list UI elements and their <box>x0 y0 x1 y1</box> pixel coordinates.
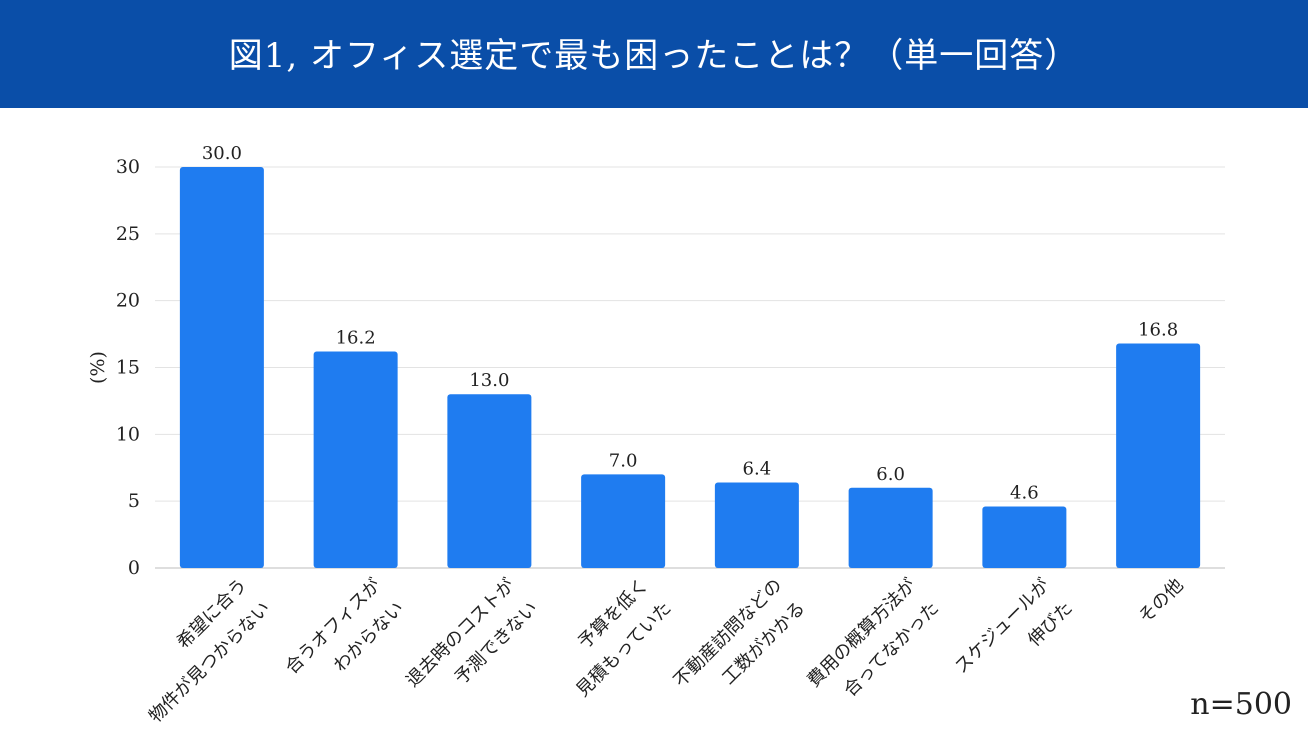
x-tick-label-line: その他 <box>1135 575 1188 628</box>
data-label: 6.4 <box>743 458 772 479</box>
y-axis-label: (%) <box>87 351 109 384</box>
chart-header: 図1, オフィス選定で最も困ったことは？（単一回答） <box>0 0 1308 108</box>
chart-title: 図1, オフィス選定で最も困ったことは？（単一回答） <box>228 35 1080 76</box>
data-label: 4.6 <box>1010 483 1039 504</box>
bar <box>447 394 532 568</box>
bar <box>313 351 398 568</box>
data-label: 6.0 <box>876 464 905 485</box>
y-tick-label: 30 <box>116 156 140 178</box>
data-label: 16.2 <box>336 327 376 348</box>
y-tick-label: 0 <box>128 557 140 579</box>
y-tick-label: 5 <box>128 490 140 512</box>
data-label: 30.0 <box>202 143 242 164</box>
bar <box>982 506 1067 568</box>
data-label: 16.8 <box>1138 319 1178 340</box>
x-tick-label: その他 <box>1135 575 1188 628</box>
data-label: 13.0 <box>469 370 509 391</box>
y-tick-label: 15 <box>116 357 140 379</box>
bar <box>179 167 264 568</box>
bar <box>714 482 799 568</box>
y-tick-label: 20 <box>116 290 140 312</box>
y-tick-label: 25 <box>116 223 140 245</box>
bar <box>848 487 933 568</box>
bar <box>1116 343 1201 568</box>
y-tick-label: 10 <box>116 423 140 445</box>
data-label: 7.0 <box>609 450 638 471</box>
sample-size-note: n=500 <box>1190 687 1292 722</box>
bar <box>581 474 666 568</box>
